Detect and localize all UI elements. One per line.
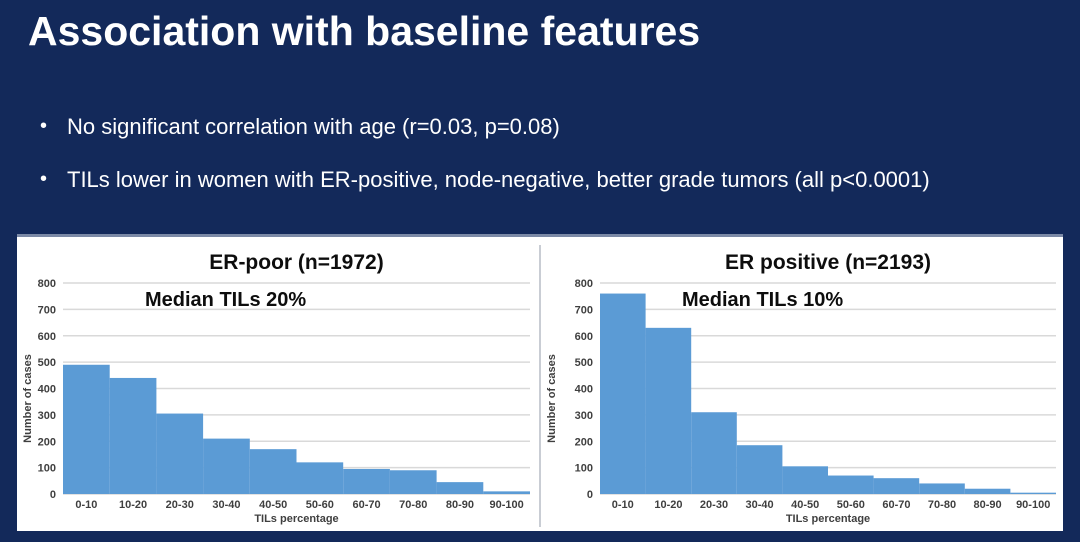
bullet-list: • No significant correlation with age (r… (40, 112, 930, 218)
histogram-er-poor: 0 100 200 300 400 500 600 700 800 0-10 10-20 20-30 3… (22, 251, 530, 525)
x-tick-label: 80-90 (974, 499, 1002, 511)
histogram-bar (483, 491, 530, 494)
y-tick-label: 800 (38, 278, 56, 290)
y-tick-label: 300 (575, 410, 593, 422)
x-tick-label: 90-100 (490, 499, 524, 511)
y-tick-label: 600 (575, 331, 593, 343)
histogram-bar (782, 466, 828, 494)
histogram-bar (873, 478, 920, 494)
histogram-bar (1010, 492, 1056, 494)
x-tick-label: 10-20 (119, 499, 147, 511)
slide-title: Association with baseline features (28, 8, 701, 54)
chart-title: ER positive (n=2193) (725, 251, 931, 274)
x-tick-label: 0-10 (612, 499, 634, 511)
chart-title: ER-poor (n=1972) (209, 251, 383, 274)
histogram-bar (919, 483, 965, 494)
y-tick-label: 100 (38, 463, 56, 475)
y-tick-label: 200 (575, 436, 593, 448)
y-tick-label: 200 (38, 436, 56, 448)
y-tick-label: 300 (38, 410, 56, 422)
x-tick-label: 60-70 (882, 499, 910, 511)
x-tick-label: 20-30 (700, 499, 728, 511)
histogram-bar (736, 445, 783, 494)
median-annotation: Median TILs 10% (682, 289, 843, 311)
histogram-bar (63, 364, 110, 494)
histogram-bar (156, 413, 204, 494)
bullet-item: • No significant correlation with age (r… (40, 112, 930, 141)
histogram-bar (600, 293, 646, 494)
histogram-bar (691, 412, 737, 494)
x-tick-label: 30-40 (212, 499, 240, 511)
bullet-icon: • (40, 168, 48, 190)
y-tick-label: 700 (575, 304, 593, 316)
histogram-er-positive: 0 100 200 300 400 500 600 700 800 0-10 10-20 20-30 3… (546, 251, 1056, 525)
chart-divider (539, 245, 541, 527)
median-annotation: Median TILs 20% (145, 289, 306, 311)
charts-panel: 0 100 200 300 400 500 600 700 800 0-10 10-20 20-30 3… (17, 234, 1063, 531)
y-axis-label: Number of cases (546, 354, 558, 443)
histogram-bar (828, 475, 874, 494)
x-tick-label: 40-50 (259, 499, 287, 511)
x-tick-label: 50-60 (306, 499, 334, 511)
x-tick-label: 80-90 (446, 499, 474, 511)
x-tick-label: 60-70 (352, 499, 380, 511)
histogram-bar (436, 482, 484, 494)
y-tick-label: 100 (575, 463, 593, 475)
y-tick-label: 700 (38, 304, 56, 316)
histogram-bar (203, 438, 250, 494)
x-axis-label: TILs percentage (786, 513, 870, 525)
y-tick-label: 0 (587, 489, 593, 501)
histogram-bar (964, 488, 1011, 494)
y-axis-label: Number of cases (22, 354, 34, 443)
x-tick-label: 90-100 (1016, 499, 1050, 511)
y-tick-label: 400 (575, 384, 593, 396)
x-tick-label: 70-80 (399, 499, 427, 511)
y-tick-label: 600 (38, 331, 56, 343)
histogram-bar (343, 468, 390, 494)
histogram-bar (249, 449, 297, 494)
x-tick-label: 0-10 (75, 499, 97, 511)
x-tick-label: 30-40 (746, 499, 774, 511)
bullet-text: No significant correlation with age (r=0… (67, 114, 560, 139)
y-tick-label: 400 (38, 384, 56, 396)
y-tick-label: 500 (575, 357, 593, 369)
histogram-bar (296, 462, 344, 494)
histogram-bar (645, 327, 692, 494)
y-tick-label: 800 (575, 278, 593, 290)
x-tick-label: 20-30 (166, 499, 194, 511)
bullet-item: • TILs lower in women with ER-positive, … (40, 165, 930, 194)
histogram-bar (389, 470, 437, 494)
x-tick-label: 50-60 (837, 499, 865, 511)
x-tick-label: 40-50 (791, 499, 819, 511)
x-axis-label: TILs percentage (254, 513, 338, 525)
histogram-bar (109, 377, 157, 494)
x-tick-label: 10-20 (654, 499, 682, 511)
y-tick-label: 500 (38, 357, 56, 369)
bullet-icon: • (40, 115, 48, 137)
y-tick-label: 0 (50, 489, 56, 501)
bullet-text: TILs lower in women with ER-positive, no… (67, 167, 930, 192)
x-tick-label: 70-80 (928, 499, 956, 511)
